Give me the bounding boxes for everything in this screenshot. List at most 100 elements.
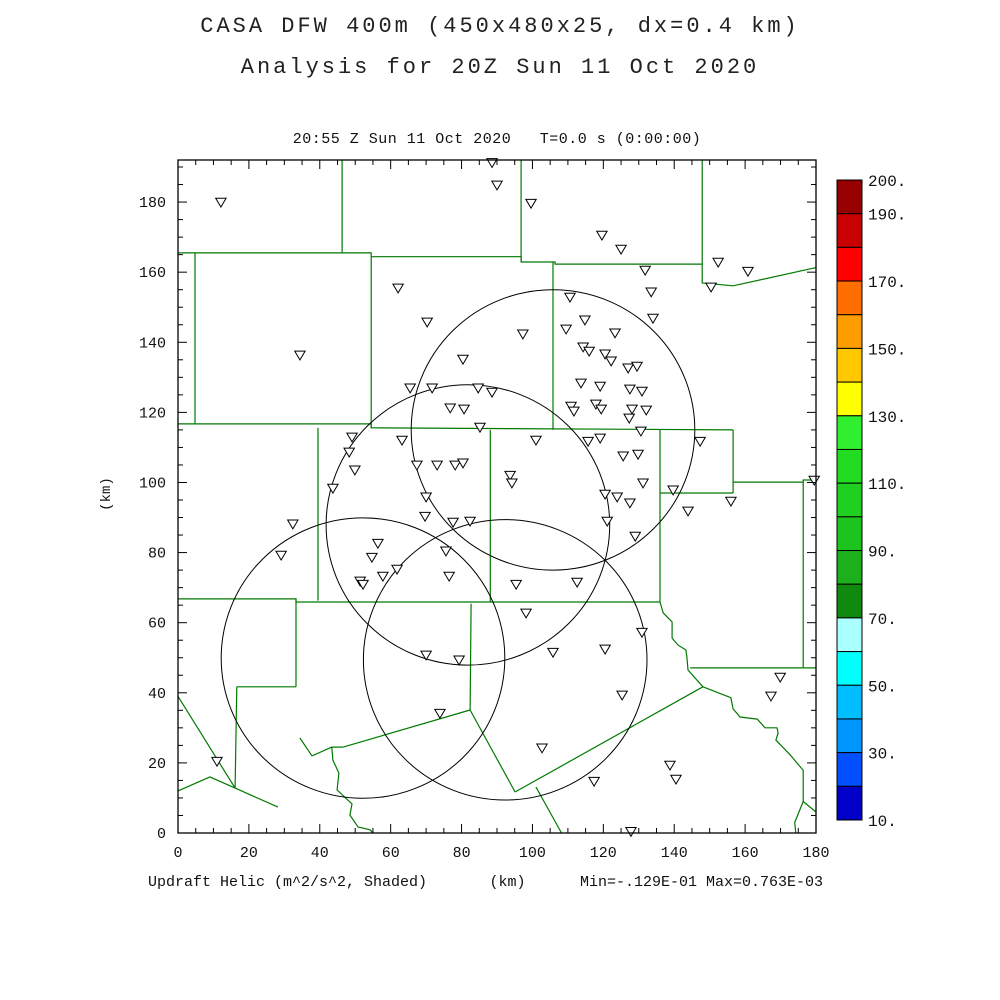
marker-triangle [505, 478, 518, 489]
marker-triangle [563, 292, 577, 304]
county-boundary-line [469, 709, 516, 793]
marker-triangle [485, 158, 499, 169]
marker-triangle [635, 627, 649, 639]
marker-triangle [588, 776, 601, 788]
marker-triangle [630, 361, 644, 373]
marker-triangle [635, 386, 649, 397]
colorbar-label: 10. [868, 813, 897, 831]
marker-triangle [622, 363, 635, 374]
marker-triangle [431, 460, 444, 471]
colorbar-cell [836, 213, 863, 248]
marker-triangle [565, 401, 578, 413]
marker-triangle [516, 329, 529, 340]
marker-triangle [529, 435, 543, 447]
y-tick-label: 40 [148, 686, 166, 703]
marker-triangle [578, 315, 591, 326]
marker-triangle [599, 349, 612, 360]
colorbar-cell [836, 179, 863, 215]
marker-triangle [418, 511, 432, 523]
page-title-line1: CASA DFW 400m (450x480x25, dx=0.4 km) [200, 14, 800, 39]
marker-triangle [808, 475, 821, 487]
marker-triangle [535, 743, 549, 754]
colorbar-label: 190. [868, 207, 906, 225]
colorbar-label: 70. [868, 611, 897, 629]
marker-triangle [634, 426, 647, 437]
y-tick-label: 60 [148, 616, 166, 633]
colorbar-label: 30. [868, 746, 897, 764]
county-boundary-line [514, 686, 704, 793]
county-boundary-line [177, 776, 236, 792]
colorbar-cell [836, 314, 863, 349]
marker-triangle [457, 404, 471, 415]
marker-triangle [390, 564, 404, 576]
marker-triangle [452, 655, 466, 666]
county-boundary-line [535, 786, 563, 834]
marker-triangle [456, 354, 470, 366]
marker-triangle [286, 519, 299, 530]
marker-triangle [421, 317, 434, 328]
colorbar-label: 150. [868, 341, 906, 359]
marker-triangle [764, 691, 778, 702]
colorbar-cell [836, 718, 863, 754]
y-tick-label: 180 [139, 195, 166, 212]
marker-triangle [446, 517, 460, 529]
colorbar-cell [836, 415, 863, 450]
marker-triangle [694, 436, 707, 448]
marker-triangle [589, 399, 602, 410]
county-boundary-line [802, 801, 817, 813]
marker-triangle [214, 197, 227, 209]
marker-triangle [712, 257, 725, 268]
marker-triangle [582, 436, 595, 448]
marker-triangle [639, 265, 652, 277]
marker-triangle [463, 516, 477, 528]
marker-triangle [439, 546, 453, 557]
marker-triangle [741, 266, 755, 278]
colorbar-cell [836, 246, 863, 282]
x-tick-label: 160 [732, 845, 759, 862]
marker-triangle [519, 608, 533, 619]
marker-triangle [646, 313, 660, 325]
marker-triangle [392, 283, 405, 294]
minmax-label: Min=-.129E-01 Max=0.763E-03 [580, 874, 824, 891]
x-tick-label: 120 [590, 845, 617, 862]
marker-triangle [614, 244, 628, 256]
marker-triangle [574, 378, 588, 389]
y-tick-label: 120 [139, 405, 166, 422]
marker-triangle [595, 404, 608, 415]
marker-triangle [624, 826, 638, 838]
marker-triangle [617, 451, 630, 462]
marker-triangle [420, 650, 433, 661]
county-boundary-line [702, 686, 804, 834]
y-tick-label: 100 [139, 476, 166, 493]
marker-triangle [629, 531, 642, 543]
colorbar-label: 90. [868, 544, 897, 562]
marker-triangle [395, 435, 409, 447]
county-boundary-line [343, 709, 471, 748]
marker-triangle [616, 690, 629, 701]
colorbar-cell [836, 347, 863, 383]
field-label: Updraft Helic (m^2/s^2, Shaded) [148, 874, 428, 891]
colorbar-cell [836, 752, 863, 787]
county-boundary-line [177, 695, 236, 789]
x-tick-label: 0 [173, 845, 182, 862]
radar-range-ring [362, 519, 648, 801]
marker-triangle [426, 383, 439, 394]
colorbar-cell [836, 550, 863, 585]
marker-triangle [623, 384, 636, 395]
marker-triangle [631, 449, 645, 461]
marker-triangle [669, 774, 683, 786]
marker-triangle [326, 483, 339, 495]
marker-triangle [376, 571, 389, 583]
marker-triangle [599, 489, 612, 501]
x-tick-label: 180 [802, 845, 829, 862]
marker-triangle [583, 346, 596, 358]
y-tick-label: 80 [148, 546, 166, 563]
marker-triangle [611, 492, 624, 503]
marker-triangle [210, 756, 224, 768]
marker-triangle [594, 433, 607, 444]
radar-range-ring [410, 289, 696, 571]
county-boundary-line [331, 746, 374, 834]
marker-triangle [560, 324, 573, 335]
marker-triangle [608, 328, 622, 339]
